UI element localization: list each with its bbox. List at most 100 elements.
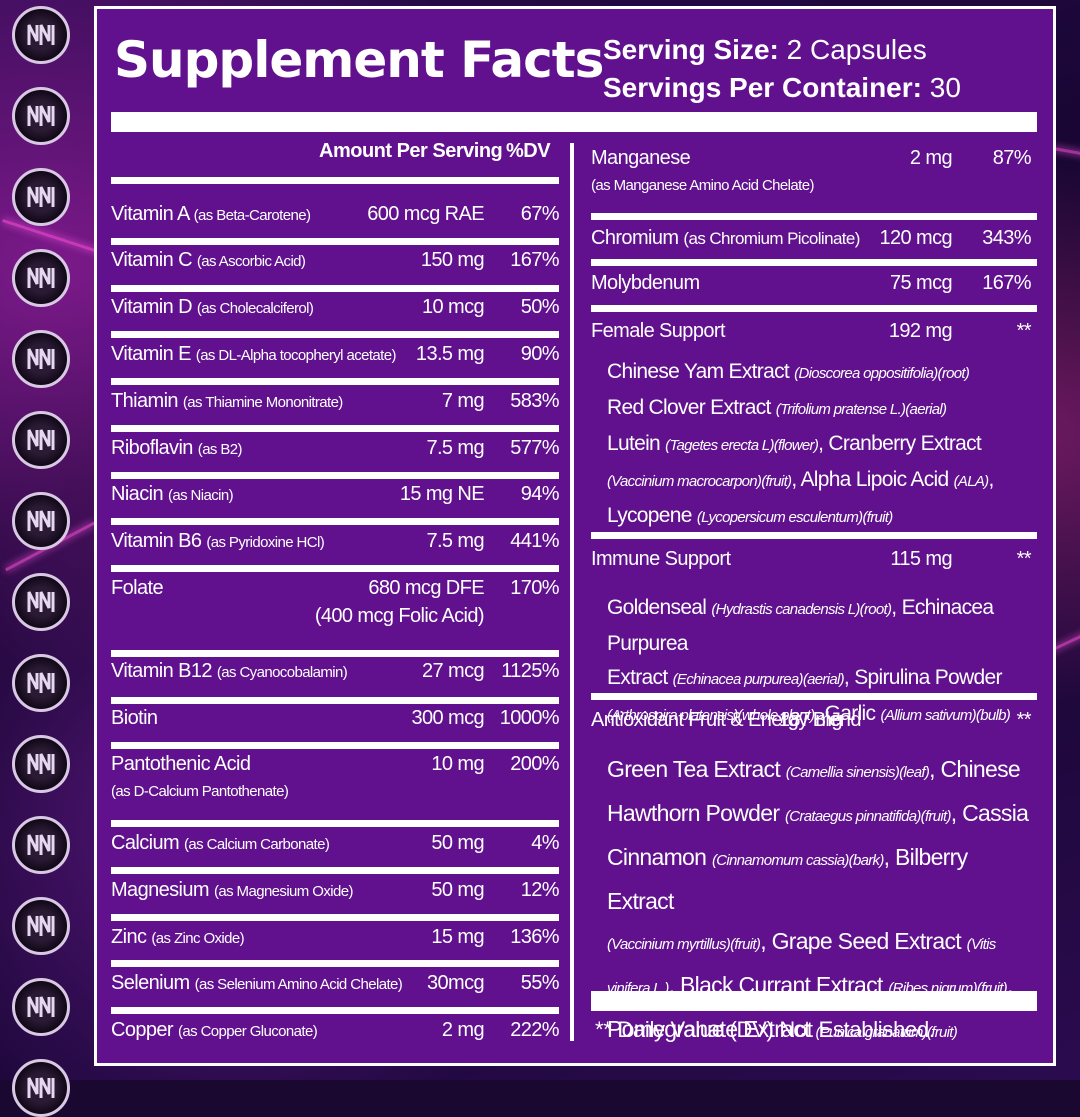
- nutrient-source: (as Cyanocobalamin): [216, 664, 348, 681]
- ingredient-name: Hawthorn Powder: [607, 800, 785, 826]
- ingredient-botanical: (Cinnamomum cassia)(bark): [711, 852, 884, 869]
- row-divider: [111, 960, 559, 967]
- nutrient-label: Molybdenum: [591, 272, 700, 294]
- nutrient-dv: 50%: [520, 296, 560, 318]
- nutrient-dv: 67%: [520, 203, 560, 225]
- row-divider: [111, 378, 559, 385]
- nutrient-dv: 90%: [520, 343, 560, 365]
- row-divider: [591, 213, 1037, 220]
- nutrient-source: (as Ascorbic Acid): [196, 253, 306, 270]
- blend-ingredients: Goldenseal (Hydrastis canadensis L)(root…: [607, 591, 1039, 733]
- nutrient-name: Molybdenum: [591, 272, 700, 295]
- nutrient-amount: 2 mg: [909, 147, 953, 169]
- panel-title: Supplement Facts: [114, 31, 604, 89]
- brand-logo-icon: [12, 978, 70, 1036]
- section-divider: [591, 693, 1037, 700]
- nutrient-amount: 27 mcg: [422, 660, 485, 682]
- brand-logo-icon: [12, 1059, 70, 1117]
- nutrient-source: (as Magnesium Oxide): [213, 883, 353, 900]
- ingredient-line: Hawthorn Powder (Crataegus pinnatifida)(…: [607, 793, 1039, 837]
- nutrient-name: Magnesium (as Magnesium Oxide): [111, 879, 353, 902]
- blend-ingredients: Chinese Yam Extract (Dioscorea oppositif…: [607, 355, 1039, 535]
- ingredient-line: Lutein (Tagetes erecta L)(flower), Cranb…: [607, 427, 1039, 463]
- ingredient-name: Chinese Yam Extract: [607, 360, 795, 383]
- nutrient-source: (as B2): [197, 441, 243, 458]
- row-divider: [111, 914, 559, 921]
- nutrient-name: Vitamin D (as Cholecalciferol): [111, 296, 314, 319]
- ingredient-line: Lycopene (Lycopersicum esculentum)(fruit…: [607, 499, 1039, 535]
- ingredient-line: (Vaccinium macrocarpon)(fruit), Alpha Li…: [607, 463, 1039, 499]
- nutrient-amount: 10 mcg: [422, 296, 485, 318]
- ingredient-name: , Cassia: [950, 800, 1029, 826]
- nutrient-amount: 150 mg: [420, 249, 485, 271]
- nutrient-name: Manganese: [591, 147, 691, 170]
- nutrient-source: (as Selenium Amino Acid Chelate): [194, 976, 403, 993]
- ingredient-name: , Grape Seed Extract: [760, 928, 967, 954]
- ingredient-name: ,: [988, 468, 994, 491]
- nutrient-label: Riboflavin: [111, 437, 193, 459]
- nutrient-dv: 94%: [520, 483, 560, 505]
- ingredient-name: Lycopene: [607, 504, 697, 527]
- servings-per-container: Servings Per Container: 30: [603, 69, 961, 107]
- row-divider: [111, 867, 559, 874]
- section-divider: [591, 532, 1037, 539]
- nutrient-amount: 7 mg: [441, 390, 485, 412]
- dv-header: %DV: [506, 140, 551, 162]
- nutrient-amount: 680 mcg DFE: [368, 577, 484, 599]
- ingredient-name: , Garlic: [814, 702, 881, 725]
- brand-logo-icon: [12, 492, 70, 550]
- nutrient-name: Zinc (as Zinc Oxide): [111, 926, 245, 949]
- ingredient-name: Red Clover Extract: [607, 396, 776, 419]
- ingredient-name: Green Tea Extract: [607, 756, 786, 782]
- nutrient-source: (as Chromium Picolinate): [683, 229, 860, 248]
- ingredient-name: , Chinese: [929, 756, 1021, 782]
- column-divider: [570, 143, 574, 1041]
- nutrient-name: Copper (as Copper Gluconate): [111, 1019, 318, 1042]
- nutrient-dv: 1000%: [499, 707, 560, 729]
- nutrient-amount: 13.5 mg: [415, 343, 485, 365]
- servings-value: 30: [929, 72, 961, 103]
- nutrient-source: (as Manganese Amino Acid Chelate): [591, 177, 814, 194]
- blend-bottom-divider: [591, 991, 1037, 1011]
- ingredient-name: , Echinacea Purpurea: [607, 596, 994, 655]
- nutrient-source: (as Niacin): [167, 487, 234, 504]
- brand-logo-icon: [12, 249, 70, 307]
- nutrient-label: Copper: [111, 1019, 174, 1041]
- row-divider: [111, 565, 559, 572]
- row-divider: [111, 820, 559, 827]
- nutrient-amount: 15 mg: [431, 926, 484, 948]
- brand-logo-icon: [12, 735, 70, 793]
- nutrient-dv: 441%: [510, 530, 559, 552]
- row-divider: [111, 1007, 559, 1014]
- nutrient-label: Niacin: [111, 483, 164, 505]
- blend-name: Immune Support: [591, 548, 731, 570]
- nutrient-amount: 50 mg: [431, 832, 484, 854]
- nutrient-amount: 50 mg: [431, 879, 484, 901]
- ingredient-line: (Arthrospira platensis)(whole plant), Ga…: [607, 697, 1039, 733]
- nutrient-label: Pantothenic Acid: [111, 753, 251, 775]
- nutrient-source: (as Calcium Carbonate): [184, 836, 330, 853]
- ingredient-botanical: (Crataegus pinnatifida)(fruit): [785, 808, 951, 825]
- nutrient-label: Calcium: [111, 832, 180, 854]
- nutrient-name: Vitamin E (as DL-Alpha tocopheryl acetat…: [111, 343, 396, 366]
- supplement-facts-panel: Supplement Facts Serving Size: 2 Capsule…: [94, 6, 1056, 1066]
- ingredient-line: Extract (Echinacea purpurea)(aerial), Sp…: [607, 661, 1039, 697]
- row-divider: [111, 472, 559, 479]
- serving-size-label: Serving Size:: [603, 34, 779, 65]
- ingredient-botanical: (Tagetes erecta L)(flower): [665, 437, 819, 454]
- nutrient-dv: 87%: [992, 147, 1032, 169]
- brand-logo-icon: [12, 654, 70, 712]
- ingredient-botanical: (Camellia sinensis)(leaf): [785, 764, 930, 781]
- column-header-divider: [111, 177, 559, 184]
- nutrient-dv: 170%: [510, 577, 559, 599]
- nutrient-source: (as DL-Alpha tocopheryl acetate): [195, 347, 397, 364]
- ingredient-line: Cinnamon (Cinnamomum cassia)(bark), Bilb…: [607, 837, 1039, 921]
- row-divider: [111, 697, 559, 704]
- nutrient-source: (as Zinc Oxide): [151, 930, 245, 947]
- ingredient-name: , Bilberry Extract: [607, 844, 968, 914]
- blend-amount: 192 mg: [888, 320, 953, 342]
- row-divider: [111, 518, 559, 525]
- ingredient-botanical: (Vitis: [966, 936, 997, 953]
- blend-ingredients: Green Tea Extract (Camellia sinensis)(le…: [607, 749, 1039, 1053]
- ingredient-name: , Cranberry Extract: [818, 432, 982, 455]
